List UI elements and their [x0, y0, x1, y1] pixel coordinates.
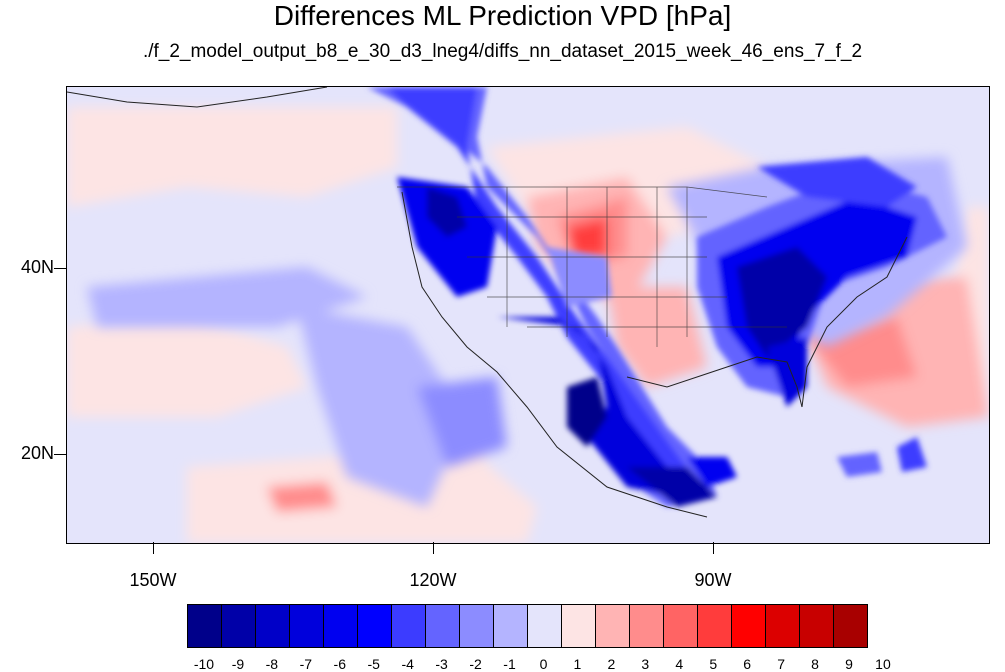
lon-label-150w: 150W	[129, 570, 177, 590]
colorbar-label: 3	[641, 656, 650, 672]
colorbar-label: -8	[265, 656, 279, 672]
colorbar-cell	[630, 605, 664, 647]
colorbar-cell	[426, 605, 460, 647]
colorbar-cell	[358, 605, 392, 647]
colorbar-cell	[460, 605, 494, 647]
colorbar-label: -2	[469, 656, 482, 672]
colorbar-cell	[800, 605, 834, 647]
colorbar-label: -1	[503, 656, 516, 672]
colorbar-cell	[494, 605, 528, 647]
lat-tick	[54, 268, 66, 269]
vpd-difference-field	[67, 87, 989, 543]
colorbar-label: -5	[367, 656, 380, 672]
lat-label-20n: 20N	[20, 443, 54, 463]
colorbar-label: 9	[845, 656, 853, 672]
colorbar-label: -9	[231, 656, 245, 672]
colorbar-cell	[188, 605, 222, 647]
lon-tick	[433, 542, 434, 554]
lon-label-90w: 90W	[694, 570, 732, 590]
colorbar-cell	[766, 605, 800, 647]
colorbar-cell	[834, 605, 867, 647]
colorbar-label: 10	[875, 656, 891, 672]
colorbar-label: 4	[675, 656, 684, 672]
colorbar-cell	[528, 605, 562, 647]
colorbar-cell	[290, 605, 324, 647]
colorbar	[187, 604, 868, 648]
colorbar-label: -6	[333, 656, 346, 672]
colorbar-cell	[562, 605, 596, 647]
colorbar-cell	[732, 605, 766, 647]
map-subtitle: ./f_2_model_output_b8_e_30_d3_lneg4/diff…	[142, 41, 863, 62]
colorbar-cell	[698, 605, 732, 647]
colorbar-label: -3	[435, 656, 448, 672]
lon-label-120w: 120W	[409, 570, 457, 590]
colorbar-label: 7	[777, 656, 786, 672]
colorbar-label: 8	[811, 656, 819, 672]
colorbar-label: 5	[709, 656, 718, 672]
map-title: Differences ML Prediction VPD [hPa]	[273, 0, 732, 31]
colorbar-cell	[664, 605, 698, 647]
colorbar-cell	[392, 605, 426, 647]
lat-tick	[54, 454, 66, 455]
map-panel	[66, 86, 990, 544]
colorbar-cell	[324, 605, 358, 647]
colorbar-cell	[256, 605, 290, 647]
colorbar-cell	[222, 605, 256, 647]
colorbar-label: -7	[299, 656, 313, 672]
colorbar-cell	[596, 605, 630, 647]
colorbar-label: 2	[607, 656, 616, 672]
colorbar-label: 6	[743, 656, 752, 672]
colorbar-label: -10	[193, 656, 215, 672]
colorbar-label: -4	[401, 656, 414, 672]
colorbar-label: 1	[573, 656, 582, 672]
lon-tick	[153, 542, 154, 554]
lon-tick	[713, 542, 714, 554]
colorbar-label: 0	[539, 656, 548, 672]
lat-label-40n: 40N	[20, 257, 54, 277]
